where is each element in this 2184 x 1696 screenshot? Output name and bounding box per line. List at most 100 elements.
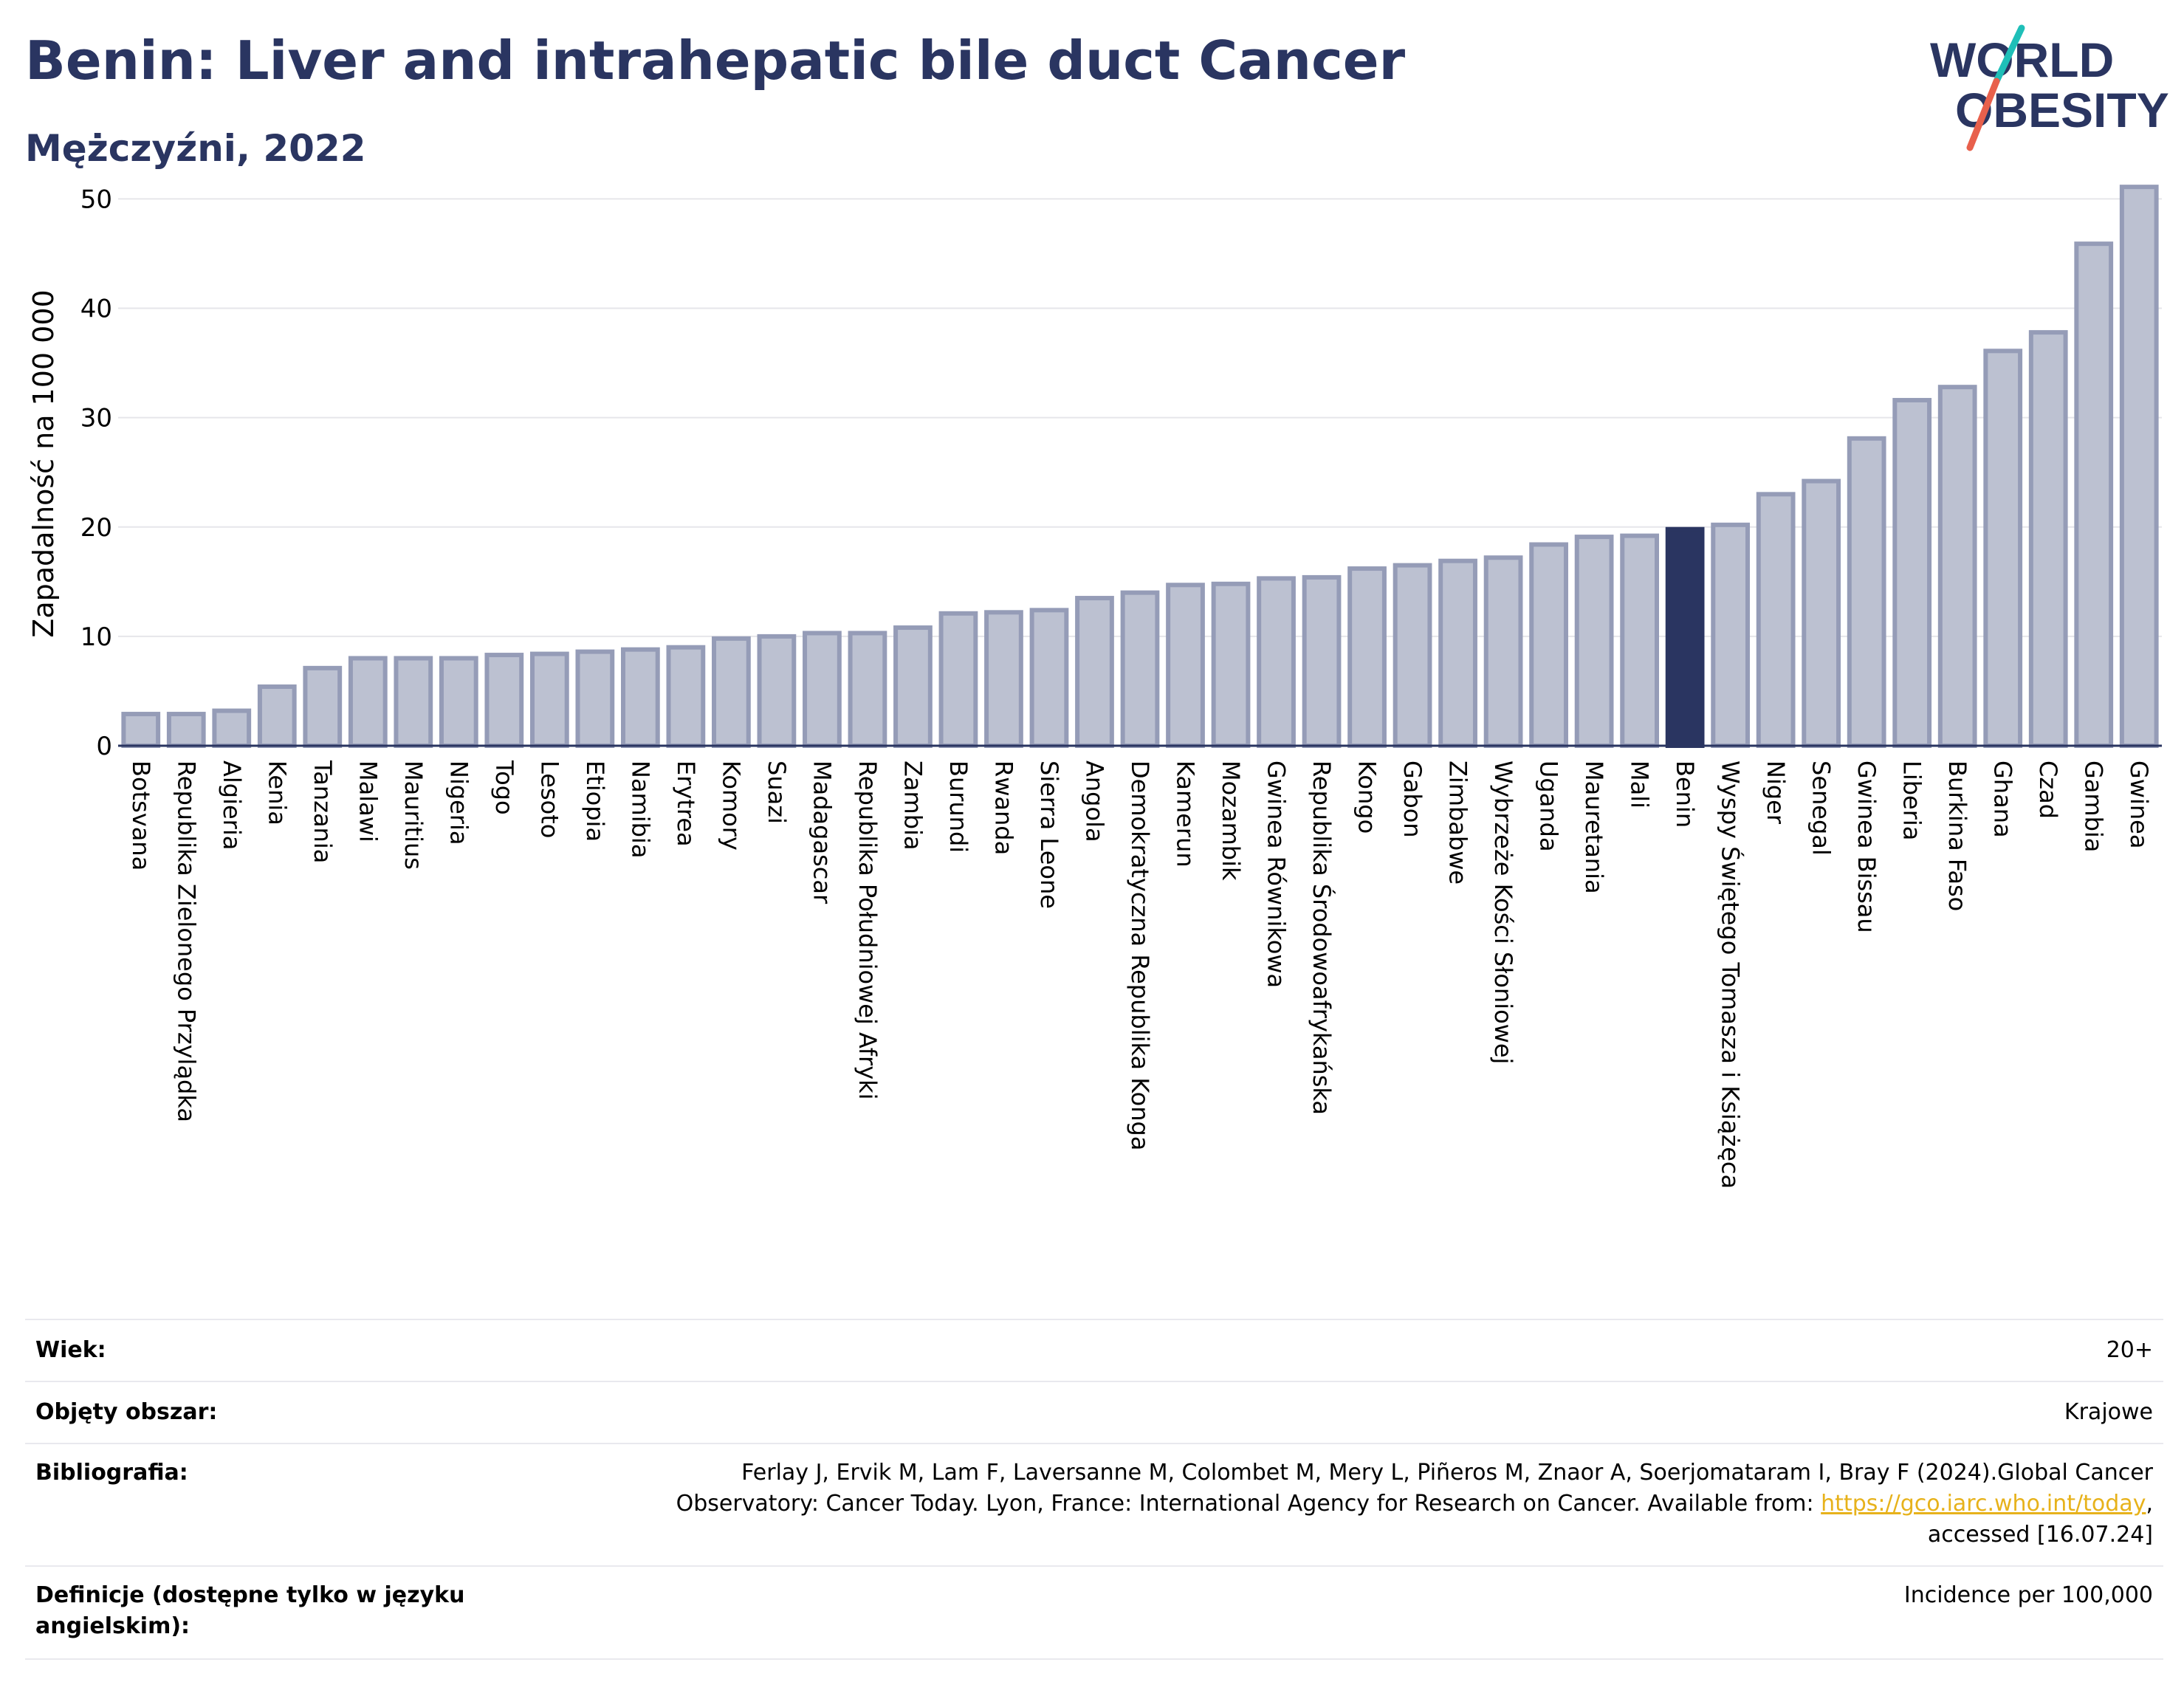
bar-lesoto xyxy=(529,651,569,748)
info-divider xyxy=(25,1381,2163,1382)
y-axis-label: Zapadalność na 100 000 xyxy=(27,289,60,637)
x-tick-label: Burkina Faso xyxy=(1943,761,1971,911)
bar-botsvana xyxy=(121,712,161,749)
x-tick-label: Komory xyxy=(717,761,745,851)
bar-mauretania xyxy=(1574,535,1614,748)
x-tick-label: Gwinea Równikowa xyxy=(1263,761,1291,988)
x-tick-label: Madagascar xyxy=(808,761,836,904)
bar-republika-zielonego-przylądka xyxy=(166,712,206,749)
x-tick-label: Mali xyxy=(1626,761,1654,808)
chart-title: Benin: Liver and intrahepatic bile duct … xyxy=(25,30,1406,92)
definitions-label: Definicje (dostępne tylko w języku angie… xyxy=(35,1580,464,1642)
x-tick-label: Kongo xyxy=(1353,761,1381,834)
x-tick-label: Uganda xyxy=(1535,761,1563,852)
bar-kongo xyxy=(1347,566,1387,748)
bar-chart: 0 10 20 30 40 50 Botsvana Republika Zielonego … xyxy=(27,185,2162,1189)
bar-burkina-faso xyxy=(1937,385,1977,748)
bar-madagascar xyxy=(803,631,842,749)
bar-republika-południowej-afryki xyxy=(848,631,887,749)
x-tick-label: Nigeria xyxy=(444,761,473,845)
bibliography-line-1: Ferlay J, Ervik M, Lam F, Laversanne M, … xyxy=(741,1460,2153,1486)
age-label: Wiek: xyxy=(35,1337,106,1363)
bibliography-line-2-text: Observatory: Cancer Today. Lyon, France:… xyxy=(676,1491,1821,1517)
info-divider xyxy=(25,1565,2163,1567)
bar-namibia xyxy=(621,647,660,749)
bar-etiopia xyxy=(575,649,615,748)
x-tick-label: Erytrea xyxy=(672,761,700,847)
age-value: 20+ xyxy=(2106,1337,2153,1363)
bar-niger xyxy=(1756,492,1796,748)
bar-uganda xyxy=(1529,542,1568,748)
y-tick-label: 30 xyxy=(80,404,112,433)
bar-togo xyxy=(484,653,524,748)
definitions-label-line-1: Definicje (dostępne tylko w języku xyxy=(35,1582,465,1608)
info-divider xyxy=(25,1319,2163,1320)
bibliography-line-3: accessed [16.07.24] xyxy=(1927,1522,2153,1548)
x-tick-label: Malawi xyxy=(354,761,382,842)
x-tick-label: Mauritius xyxy=(399,761,427,870)
y-tick-label: 50 xyxy=(80,185,112,214)
x-tick-label: Namibia xyxy=(626,761,654,858)
info-row-area: Objęty obszar: Krajowe xyxy=(25,1397,2163,1441)
x-tick-label: Tanzania xyxy=(309,760,337,863)
y-tick-label: 40 xyxy=(80,295,112,324)
x-tick-label: Liberia xyxy=(1898,761,1926,840)
world-obesity-logo: WORLD OBESITY xyxy=(1930,24,2169,151)
logo-text-world: WORLD xyxy=(1930,32,2114,87)
x-tick-label: Zimbabwe xyxy=(1444,761,1472,885)
definitions-value: Incidence per 100,000 xyxy=(1903,1582,2153,1608)
bar-senegal xyxy=(1802,478,1841,748)
x-tick-label: Algieria xyxy=(218,761,246,850)
bar-burundi xyxy=(938,611,978,748)
x-tick-label: Zambia xyxy=(899,761,927,851)
y-tick-label: 0 xyxy=(96,732,112,761)
info-row-definitions: Definicje (dostępne tylko w języku angie… xyxy=(25,1580,2163,1654)
bibliography-line-2-end: , xyxy=(2146,1491,2153,1517)
x-tick-label: Republika Środowoafrykańska xyxy=(1308,761,1336,1115)
bar-republika-środowoafrykańska xyxy=(1302,574,1342,748)
x-tick-label: Etiopia xyxy=(581,761,609,842)
bar-ghana xyxy=(1983,349,2023,748)
bar-gabon xyxy=(1393,563,1432,749)
x-tick-label: Wyspy Świętego Tomasza i Książęca xyxy=(1717,761,1745,1189)
bar-nigeria xyxy=(439,656,478,749)
bar-rwanda xyxy=(984,610,1023,748)
x-tick-label: Suazi xyxy=(763,761,791,824)
x-tick-label: Wybrzeże Kości Słoniowej xyxy=(1489,761,1517,1064)
x-tick-label: Botsvana xyxy=(127,761,155,871)
x-tick-label: Kenia xyxy=(263,761,291,825)
bar-mozambik xyxy=(1211,581,1251,749)
x-tick-label: Angola xyxy=(1080,761,1108,842)
bar-sierra-leone xyxy=(1029,608,1069,748)
x-tick-label: Niger xyxy=(1762,761,1790,825)
x-tick-label: Demokratyczna Republika Konga xyxy=(1126,761,1154,1150)
area-value: Krajowe xyxy=(2064,1399,2153,1425)
bar-gambia xyxy=(2074,241,2114,748)
bibliography-value: Ferlay J, Ervik M, Lam F, Laversanne M, … xyxy=(307,1458,2153,1551)
bar-angola xyxy=(1075,596,1114,749)
x-tick-label: Lesoto xyxy=(535,761,563,838)
info-row-age: Wiek: 20+ xyxy=(25,1335,2163,1379)
x-tick-label: Rwanda xyxy=(989,761,1017,855)
x-tick-label: Burundi xyxy=(944,761,972,853)
bar-demokratyczna-republika-konga xyxy=(1120,590,1160,748)
x-tick-label: Sierra Leone xyxy=(1035,761,1063,909)
x-tick-label: Gabon xyxy=(1398,761,1426,838)
bar-erytrea xyxy=(666,645,706,748)
x-tick-label: Republika Zielonego Przylądka xyxy=(172,761,200,1122)
bibliography-link[interactable]: https://gco.iarc.who.int/today xyxy=(1821,1491,2146,1517)
bar-benin xyxy=(1665,526,1705,748)
bar-gwinea-bissau xyxy=(1847,436,1886,748)
bibliography-label: Bibliografia: xyxy=(35,1460,188,1486)
bar-kenia xyxy=(257,684,297,748)
bar-czad xyxy=(2028,330,2068,748)
bar-malawi xyxy=(348,656,388,749)
bar-algieria xyxy=(212,708,252,748)
x-tick-label: Benin xyxy=(1671,761,1699,828)
x-tick-label: Mozambik xyxy=(1217,761,1245,881)
bar-komory xyxy=(712,636,751,748)
x-tick-label: Ghana xyxy=(1989,761,2017,838)
bar-tanzania xyxy=(303,665,343,748)
x-tick-label: Gwinea Bissau xyxy=(1852,761,1881,933)
bibliography-line-2: Observatory: Cancer Today. Lyon, France:… xyxy=(307,1489,2153,1520)
